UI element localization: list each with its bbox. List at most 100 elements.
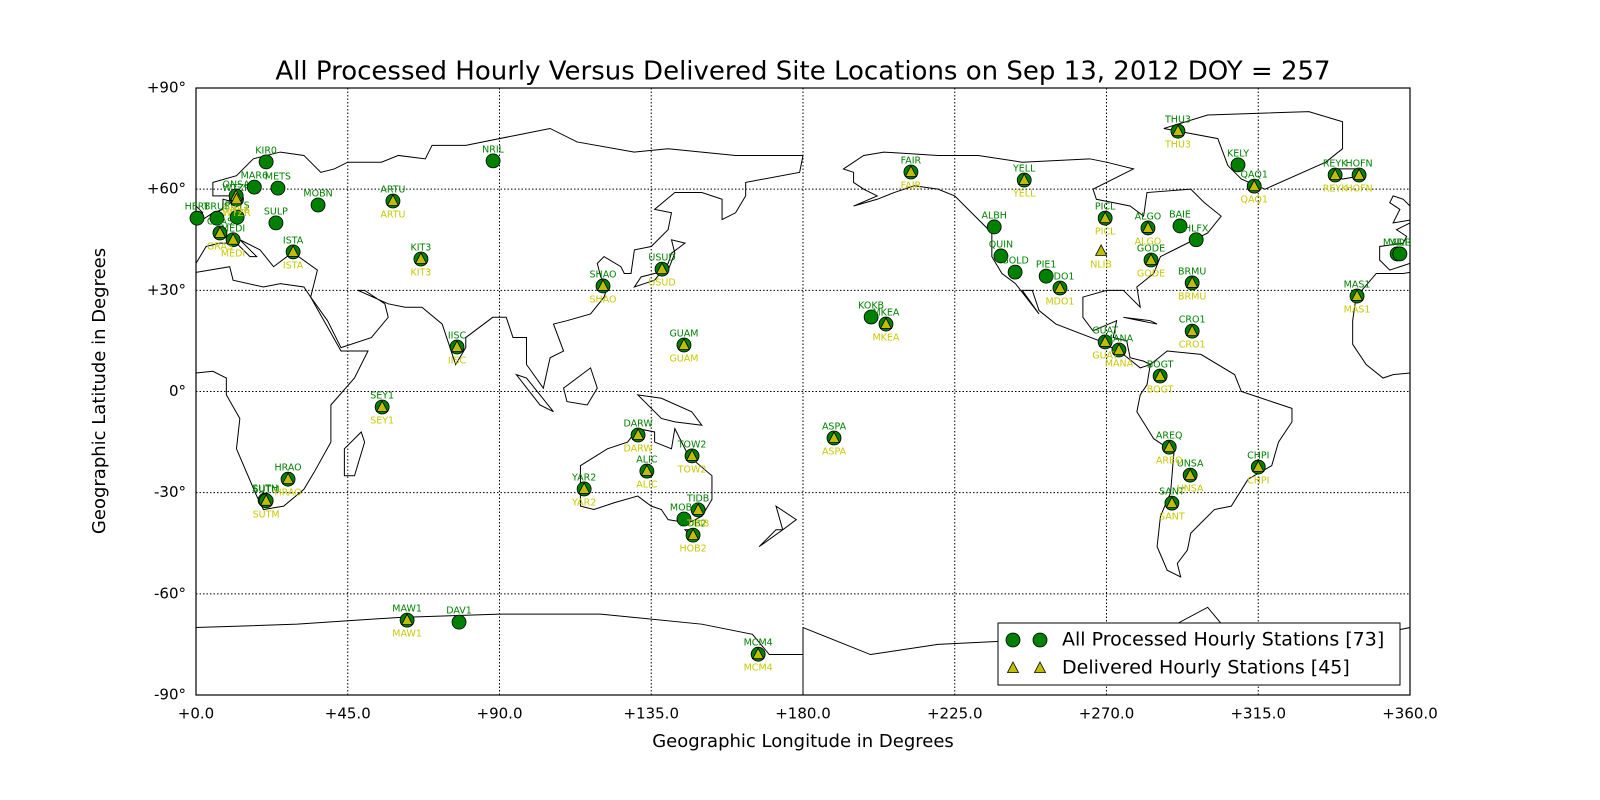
- station-label: HOFN: [1345, 184, 1372, 195]
- station-triangle: [577, 482, 591, 494]
- station-label: HOFN: [1345, 159, 1372, 170]
- station-label: NRIL: [482, 144, 505, 155]
- station-circle: [310, 197, 326, 213]
- station-label: MANA: [1105, 359, 1134, 370]
- station-triangle: [640, 464, 654, 476]
- x-tick-label: +360.0: [1382, 705, 1438, 723]
- station-label: HOB2: [679, 519, 706, 530]
- station-circle: [451, 614, 467, 630]
- station-label: YELL: [1012, 189, 1036, 200]
- station-label: METS: [265, 172, 291, 183]
- station-triangle: [1094, 244, 1108, 256]
- station-triangle: [655, 262, 669, 274]
- station-label: MOBS: [670, 502, 698, 513]
- station-label: HERT: [185, 202, 210, 213]
- station-triangle: [1141, 221, 1155, 233]
- station-triangle: [1185, 276, 1199, 288]
- station-triangle: [386, 194, 400, 206]
- station-circle: [1172, 218, 1188, 234]
- station-label: YELL: [1012, 164, 1036, 175]
- station-label: GUAM: [669, 328, 698, 339]
- station-label: ALIC: [636, 455, 658, 466]
- station-circle: [676, 511, 692, 527]
- station-triangle: [1352, 168, 1366, 180]
- station-label: UNSA: [1177, 459, 1204, 470]
- station-triangle: [281, 472, 295, 485]
- station-label: QAQ1: [1241, 170, 1268, 181]
- x-tick-label: +45.0: [325, 705, 371, 723]
- station-circle: [1188, 232, 1204, 248]
- station-circle: [986, 219, 1002, 235]
- station-label: TIDB: [686, 518, 709, 529]
- station-triangle: [213, 226, 227, 238]
- station-label: BOGT: [1147, 384, 1174, 395]
- legend-marker: [1005, 632, 1021, 648]
- station-circle: [993, 248, 1009, 264]
- station-circle: [189, 210, 205, 226]
- x-tick-label: +315.0: [1230, 705, 1286, 723]
- station-label: SEY1: [370, 416, 394, 427]
- station-label: MAW1: [392, 629, 422, 640]
- station-label: WTZR: [222, 208, 251, 219]
- station-label: KIT3: [410, 267, 431, 278]
- station-label: SULP: [264, 206, 288, 217]
- station-label: KIR0: [255, 145, 277, 156]
- sumatra: [516, 375, 553, 412]
- station-label: YAR2: [571, 472, 596, 483]
- legend-marker: [1032, 632, 1048, 648]
- legend-marker: [1033, 661, 1047, 673]
- station-label: REYK: [1323, 159, 1348, 170]
- station-label: BRMU: [1178, 291, 1206, 302]
- borneo: [564, 368, 598, 405]
- station-label: MEDI: [221, 223, 245, 234]
- station-triangle: [450, 340, 464, 352]
- station-triangle: [1328, 168, 1342, 180]
- station-circle: [268, 215, 284, 231]
- x-tick-label: +0.0: [178, 705, 214, 723]
- africa: [196, 267, 368, 510]
- station-triangle: [259, 493, 273, 506]
- station-label: GUAT: [1092, 350, 1118, 361]
- station-label: MADR: [1383, 237, 1412, 248]
- station-label: CRO1: [1179, 340, 1206, 351]
- station-triangle: [879, 317, 893, 329]
- station-triangle: [1165, 496, 1179, 509]
- new-guinea: [638, 395, 702, 425]
- station-label: PICL: [1095, 227, 1116, 238]
- station-label: MKEA: [872, 333, 899, 344]
- station-label: DARW: [623, 444, 653, 455]
- station-label: VILL: [1390, 237, 1411, 248]
- y-tick-label: -30°: [154, 483, 186, 501]
- x-tick-label: +225.0: [927, 705, 983, 723]
- station-circle: [1392, 246, 1408, 262]
- station-label: MDO1: [1045, 296, 1074, 307]
- legend-marker: [1006, 661, 1020, 673]
- station-label: MCM4: [744, 638, 773, 649]
- station-label: CRO1: [1179, 315, 1206, 326]
- x-tick-label: +270.0: [1079, 705, 1135, 723]
- station-label: YAR2: [571, 497, 596, 508]
- station-triangle: [686, 528, 700, 541]
- station-label: MAS1: [1344, 305, 1371, 316]
- plot-frame: [195, 87, 1411, 696]
- station-label: QAQ1: [1241, 195, 1268, 206]
- station-label: ALIC: [636, 480, 658, 491]
- station-label: USUD: [648, 253, 675, 264]
- station-triangle: [226, 232, 240, 245]
- station-triangle: [230, 192, 243, 205]
- station-label: SHAO: [590, 294, 617, 305]
- x-axis-label: Geographic Longitude in Degrees: [652, 731, 954, 752]
- station-label: HLFX: [1184, 223, 1209, 234]
- legend-box: [997, 622, 1401, 686]
- station-triangle: [596, 279, 610, 291]
- x-tick-label: +90.0: [477, 705, 523, 723]
- station-label: GOLD: [1001, 256, 1028, 267]
- legend-label: All Processed Hourly Stations [73]: [1062, 629, 1384, 651]
- station-label: THU3: [1164, 140, 1191, 151]
- station-triangle: [904, 165, 918, 177]
- station-triangle: [631, 428, 645, 440]
- y-tick-label: +30°: [147, 281, 186, 299]
- station-label: CHPI: [1247, 451, 1269, 462]
- station-label: ISTA: [283, 260, 304, 271]
